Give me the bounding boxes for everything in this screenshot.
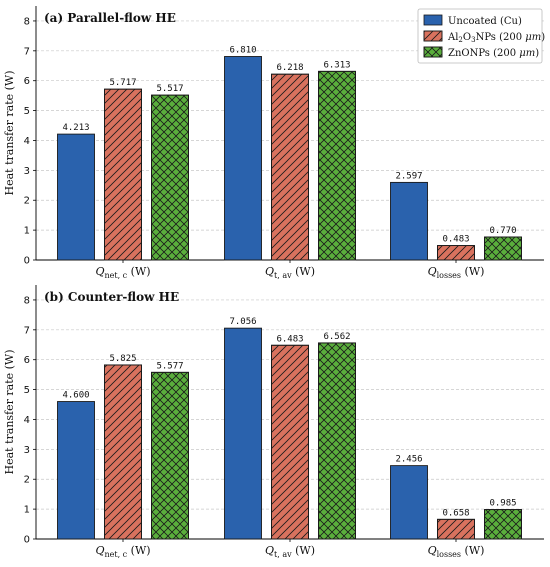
bar-hatch [484, 509, 522, 540]
data-label: 4.213 [62, 123, 89, 133]
y-tick-label: 1 [24, 226, 30, 237]
y-tick-label: 2 [24, 475, 30, 486]
x-tick-label: Qlosses (W) [428, 265, 485, 280]
panel-a: 0 1 2 3 4 5 6 7 8 Heat transfer rate (W) 4.213 6.81… [3, 6, 544, 280]
data-label: 6.810 [229, 46, 256, 56]
bar-hatch [318, 342, 356, 540]
data-label: 6.562 [323, 332, 350, 342]
y-axis-label: Heat transfer rate (W) [3, 70, 16, 195]
data-label: 5.717 [109, 78, 136, 88]
bar [224, 56, 262, 261]
data-label: 6.483 [276, 334, 303, 344]
y-tick-label: 8 [24, 295, 30, 306]
x-tick-label: Qt, av (W) [265, 265, 315, 280]
bar [390, 181, 428, 261]
bar-hatch [104, 364, 142, 540]
bar-hatch [104, 88, 142, 261]
data-label: 5.517 [156, 84, 183, 94]
y-tick-label: 5 [24, 106, 30, 117]
y-tick-label: 4 [24, 415, 30, 426]
bar-hatch [318, 70, 356, 261]
data-label: 0.483 [442, 235, 469, 245]
y-tick-label: 0 [24, 256, 30, 267]
data-label: 2.456 [395, 455, 422, 465]
y-axis-label: Heat transfer rate (W) [3, 349, 16, 474]
bar [57, 401, 95, 540]
y-tick-label: 1 [24, 505, 30, 516]
legend: Uncoated (Cu) Al2O3NPs (200 μm) ZnONPs (20… [417, 8, 545, 64]
y-tick-label: 5 [24, 385, 30, 396]
bar-hatch [271, 73, 309, 261]
y-tick-label: 6 [24, 76, 30, 87]
data-label: 5.577 [156, 361, 183, 371]
data-label: 6.313 [323, 60, 350, 70]
y-tick-label: 7 [24, 325, 30, 336]
x-tick-label: Qnet, c (W) [95, 544, 150, 559]
bar [57, 133, 95, 261]
data-label: 5.825 [109, 354, 136, 364]
legend-label: ZnONPs (200 μm) [448, 48, 539, 59]
bar [224, 327, 262, 540]
y-tick-label: 8 [24, 16, 30, 27]
panel-title: (a) Parallel-flow HE [44, 11, 176, 25]
legend-label: Uncoated (Cu) [448, 16, 522, 27]
y-tick-label: 6 [24, 355, 30, 366]
bar-hatch [437, 245, 475, 261]
bar-hatch [484, 236, 522, 261]
y-tick-label: 2 [24, 196, 30, 207]
bar [390, 465, 428, 540]
legend-box [417, 8, 543, 64]
bar-hatch [151, 94, 189, 261]
data-label: 0.770 [489, 226, 516, 236]
y-tick-label: 3 [24, 445, 30, 456]
data-label: 6.218 [276, 63, 303, 73]
bar-hatch [151, 371, 189, 540]
data-label: 7.056 [229, 317, 256, 327]
y-tick-label: 0 [24, 535, 30, 546]
y-tick-label: 3 [24, 166, 30, 177]
x-tick-label: Qnet, c (W) [95, 265, 150, 280]
y-tick-label: 7 [24, 46, 30, 57]
panel-b: 0 1 2 3 4 5 6 7 8 Heat transfer rate (W) 4.600 7.05… [3, 285, 544, 559]
y-tick-label: 4 [24, 136, 30, 147]
bar-hatch [437, 518, 475, 540]
bar-hatch [271, 344, 309, 540]
legend-label: Al2O3NPs (200 μm) [447, 32, 545, 44]
data-label: 0.658 [442, 508, 469, 518]
x-tick-label: Qlosses (W) [428, 544, 485, 559]
legend-swatch [423, 14, 443, 26]
legend-swatch-hatch [423, 30, 443, 42]
legend-swatch-hatch [423, 46, 443, 58]
data-label: 2.597 [395, 171, 422, 181]
data-label: 0.985 [489, 499, 516, 509]
panel-title: (b) Counter-flow HE [44, 290, 179, 304]
x-tick-label: Qt, av (W) [265, 544, 315, 559]
data-label: 4.600 [62, 391, 89, 401]
